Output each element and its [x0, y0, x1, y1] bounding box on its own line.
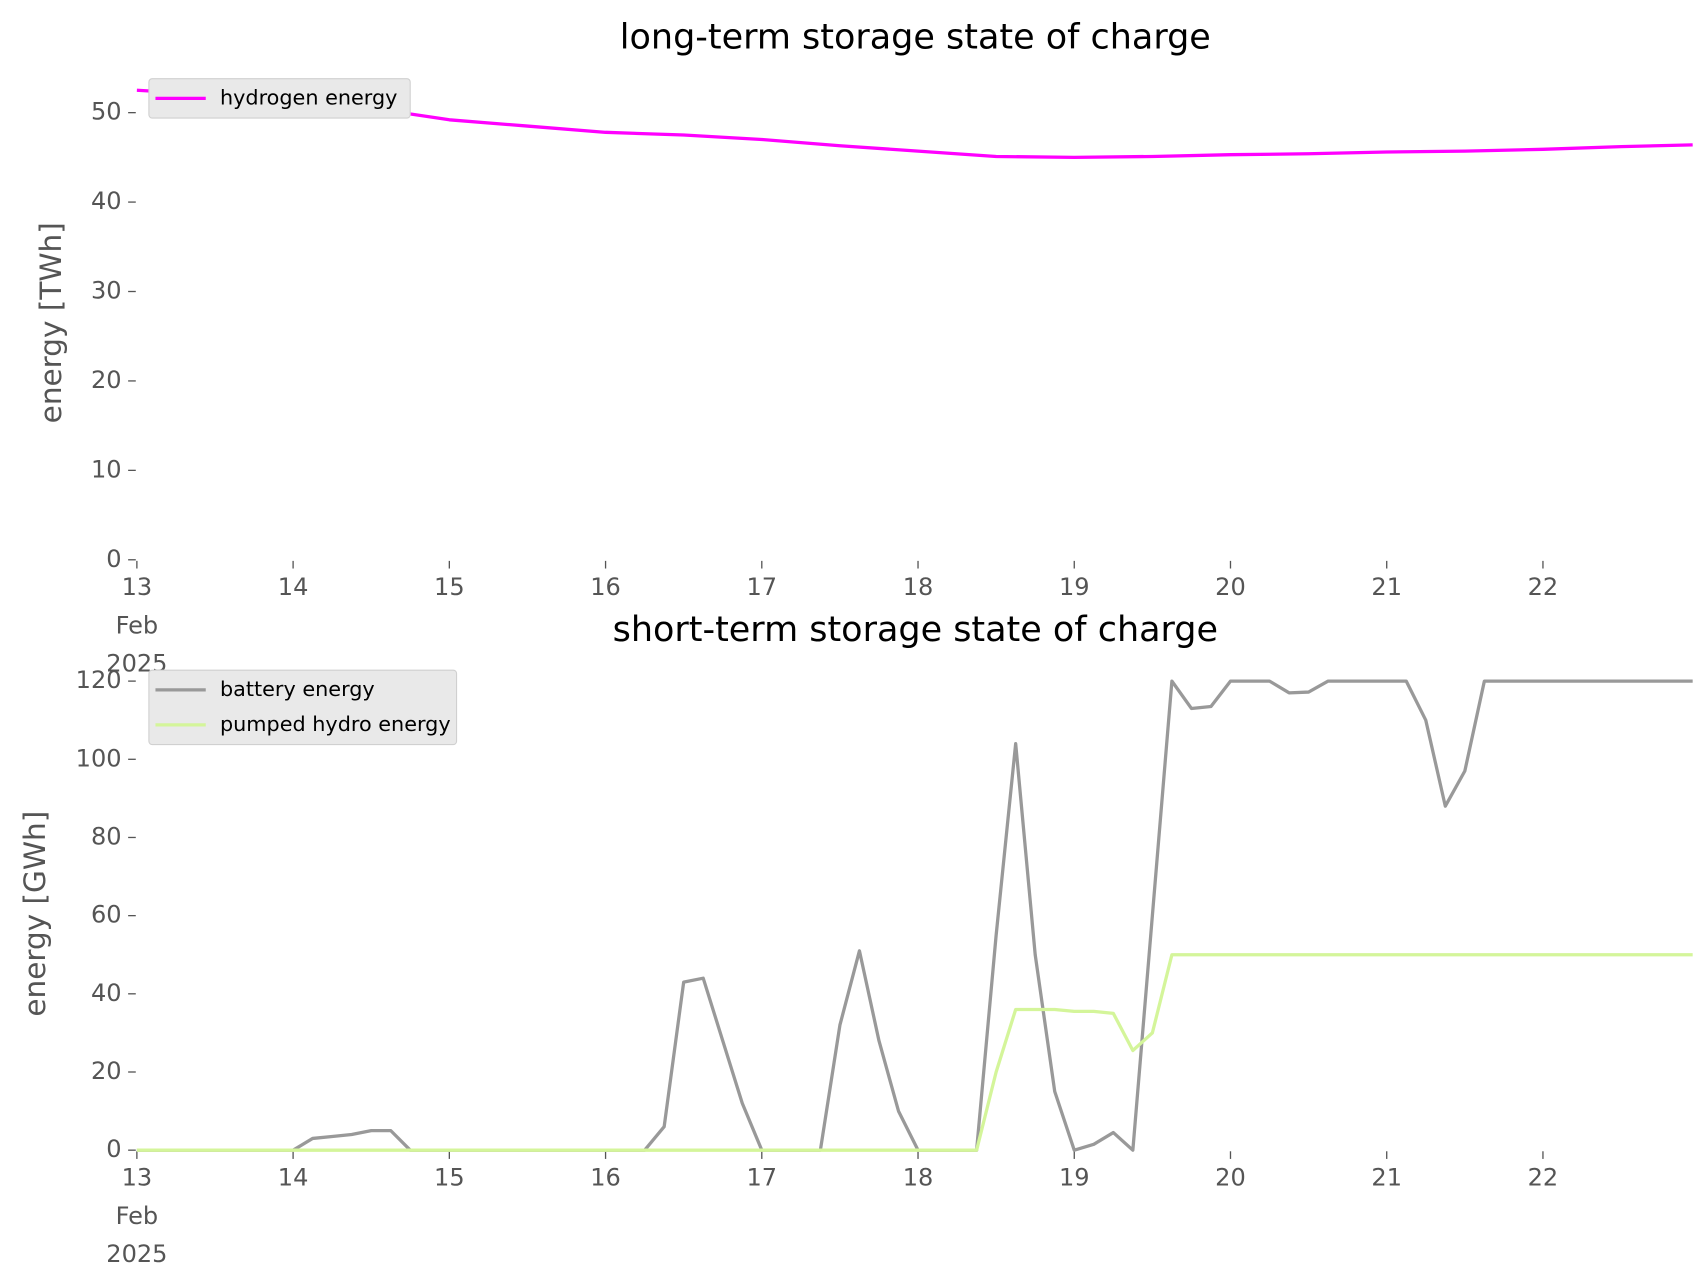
chart-title: short-term storage state of charge — [613, 610, 1218, 650]
x-tick-label: 20 — [1215, 573, 1246, 601]
x-tick-label: 17 — [746, 573, 777, 601]
y-tick-label: 30 — [91, 277, 122, 305]
y-tick-label: 60 — [91, 901, 122, 929]
x-tick-label: 14 — [278, 1164, 309, 1192]
series-line — [136, 679, 1693, 1152]
legend-box — [148, 78, 411, 119]
x-tick-label: 19 — [1059, 1164, 1090, 1192]
x-tick-label: 13 Feb 2025 — [106, 573, 167, 678]
y-tick-label: 40 — [91, 187, 122, 215]
y-tick-label: 120 — [76, 666, 122, 694]
x-tick-label: 18 — [903, 1164, 934, 1192]
y-tick-label: 20 — [91, 366, 122, 394]
x-tick-label: 19 — [1059, 573, 1090, 601]
legend-box — [148, 669, 458, 746]
chart-title: long-term storage state of charge — [620, 17, 1211, 57]
legend-label: battery energy — [220, 677, 375, 701]
y-axis-label: energy [TWh] — [34, 222, 68, 423]
y-tick-label: 0 — [106, 1135, 121, 1163]
x-tick-label: 22 — [1528, 573, 1559, 601]
x-tick-label: 22 — [1528, 1164, 1559, 1192]
series-line — [136, 953, 1693, 1152]
x-tick-label: 14 — [278, 573, 309, 601]
y-tick-label: 0 — [106, 545, 121, 573]
y-tick-label: 40 — [91, 979, 122, 1007]
x-tick-label: 16 — [590, 1164, 621, 1192]
y-axis-label: energy [GWh] — [18, 811, 52, 1017]
y-tick-label: 20 — [91, 1057, 122, 1085]
x-tick-label: 15 — [434, 1164, 465, 1192]
x-tick-label: 20 — [1215, 1164, 1246, 1192]
legend-label: hydrogen energy — [220, 85, 397, 109]
y-tick-label: 50 — [91, 98, 122, 126]
x-tick-label: 17 — [746, 1164, 777, 1192]
x-tick-label: 13 Feb 2025 — [106, 1164, 167, 1269]
y-tick-label: 80 — [91, 822, 122, 850]
x-tick-label: 15 — [434, 573, 465, 601]
x-tick-label: 21 — [1371, 1164, 1402, 1192]
x-tick-label: 18 — [903, 573, 934, 601]
legend-label: pumped hydro energy — [220, 712, 451, 736]
x-tick-label: 21 — [1371, 573, 1402, 601]
y-tick-label: 100 — [76, 744, 122, 772]
y-tick-label: 10 — [91, 455, 122, 483]
x-tick-label: 16 — [590, 573, 621, 601]
